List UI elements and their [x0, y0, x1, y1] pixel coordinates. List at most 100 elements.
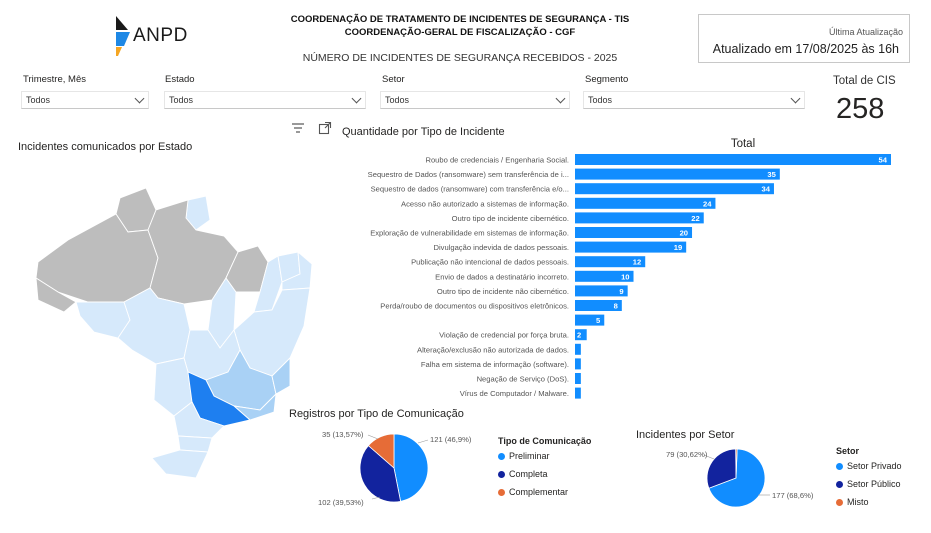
bar-category-label: Violação de credencial por força bruta.: [439, 331, 569, 340]
pie-data-label: 79 (30,62%): [666, 450, 708, 459]
bar-category-label: Sequestro de Dados (ransomware) sem tran…: [368, 170, 569, 179]
pie-setor-legend-title: Setor: [836, 446, 860, 456]
pie-slice[interactable]: [706, 448, 737, 489]
bar[interactable]: [575, 197, 716, 209]
legend-item[interactable]: Setor Público: [836, 479, 901, 489]
legend-label: Setor Privado: [847, 461, 902, 471]
bar[interactable]: [575, 285, 628, 297]
bar-category-label: Outro tipo de incidente cibernético.: [452, 214, 569, 223]
bar-data-label: 35: [767, 170, 776, 179]
bar[interactable]: [575, 270, 634, 282]
bar-data-label: 24: [703, 199, 712, 208]
pie-leader-line: [367, 434, 379, 440]
filter-dropdown-state[interactable]: Todos: [164, 91, 366, 109]
bar[interactable]: [575, 373, 581, 384]
pie-leader-line: [417, 439, 429, 444]
filter-value-period: Todos: [26, 95, 51, 105]
bar-category-label: Perda/roubo de documentos ou dispositivo…: [380, 302, 569, 311]
bar[interactable]: [575, 183, 774, 195]
state-acre[interactable]: [35, 277, 77, 313]
pie-slice[interactable]: [735, 448, 738, 479]
logo-text: ANPD: [133, 25, 188, 46]
legend-marker: [498, 470, 505, 478]
pie-slice[interactable]: [393, 433, 429, 502]
bar[interactable]: [575, 256, 646, 268]
filter-dropdown-period[interactable]: Todos: [21, 91, 149, 109]
filter-dropdown-segment[interactable]: Todos: [583, 91, 805, 109]
legend-label: Preliminar: [509, 451, 550, 461]
bar-category-label: Outro tipo de incidente não cibernético.: [437, 287, 569, 296]
header-line-1: COORDENAÇÃO DE TRATAMENTO DE INCIDENTES …: [290, 14, 630, 25]
legend-item[interactable]: Complementar: [498, 487, 568, 497]
bar-chart-title: Total: [731, 138, 755, 150]
bar[interactable]: [575, 314, 605, 326]
pie-data-label: 121 (46,9%): [430, 435, 472, 444]
pie-data-label: 177 (68,6%): [772, 491, 814, 500]
incident-type-bar-chart[interactable]: Total Roubo de credenciais / Engenharia S…: [290, 135, 910, 403]
legend-item[interactable]: Completa: [498, 469, 548, 479]
last-update-card: Última Atualização Atualizado em 17/08/2…: [698, 14, 910, 63]
filter-value-segment: Todos: [588, 95, 613, 105]
bar-category-label: Roubo de credenciais / Engenharia Social…: [425, 156, 569, 165]
map-title: Incidentes comunicados por Estado: [18, 141, 193, 153]
bar-category-label: Vírus de Computador / Malware.: [460, 389, 569, 398]
bar-category-label: Envio de dados a destinatário incorreto.: [435, 272, 569, 281]
kpi-value: 258: [836, 93, 885, 125]
filter-label-sector: Setor: [382, 74, 405, 85]
state-rio-grande-do-sul[interactable]: [151, 449, 209, 479]
bar[interactable]: [575, 212, 704, 224]
bar[interactable]: [575, 329, 587, 341]
bar[interactable]: [575, 168, 780, 180]
legend-marker: [836, 480, 843, 488]
bar[interactable]: [575, 227, 693, 238]
chevron-down-icon: [134, 93, 145, 104]
pie-setor-title: Incidentes por Setor: [636, 429, 735, 441]
bar-category-label: Alteração/exclusão não autorizada de dad…: [417, 345, 569, 354]
bar-data-label: 9: [619, 287, 623, 296]
pie-slice[interactable]: [367, 433, 395, 469]
bar-chart-section-title: Quantidade por Tipo de Incidente: [342, 126, 505, 138]
last-update-value: Atualizado em 17/08/2025 às 16h: [712, 42, 899, 56]
legend-item[interactable]: Setor Privado: [836, 461, 902, 471]
bar-category-label: Exploração de vulnerabilidade em sistema…: [370, 229, 569, 238]
anpd-logo-icon: [116, 16, 130, 56]
filter-icon[interactable]: [291, 121, 305, 135]
bar-data-label: 2: [577, 331, 581, 340]
pie-slice[interactable]: [359, 445, 402, 503]
filter-label-segment: Segmento: [585, 74, 629, 85]
anpd-logo: ANPD: [114, 16, 194, 56]
bar-category-label: Negação de Serviço (DoS).: [477, 375, 569, 384]
bar-category-label: Sequestro de dados (ransomware) com tran…: [371, 185, 569, 194]
legend-label: Complementar: [509, 487, 569, 497]
state-espirito-santo[interactable]: [271, 356, 291, 395]
focus-mode-icon[interactable]: [318, 121, 332, 135]
bar[interactable]: [575, 343, 581, 355]
filter-label-state: Estado: [165, 74, 195, 85]
legend-item[interactable]: Preliminar: [498, 451, 550, 461]
bar-data-label: 19: [674, 243, 682, 252]
brazil-states-map[interactable]: [28, 180, 318, 480]
bar[interactable]: [575, 358, 581, 370]
state-santa-catarina[interactable]: [177, 435, 213, 453]
legend-label: Setor Público: [847, 479, 901, 489]
filter-label-period: Trimestre, Mês: [23, 74, 86, 85]
bar-data-label: 5: [596, 316, 601, 325]
bar[interactable]: [575, 300, 622, 311]
sector-pie-chart[interactable]: 177 (68,6%) 79 (30,62%): [630, 447, 830, 527]
kpi-label: Total de CIS: [833, 75, 896, 87]
bar[interactable]: [575, 154, 891, 165]
bar-data-label: 12: [633, 258, 641, 267]
communication-type-pie-chart[interactable]: 121 (46,9%) 102 (39,53%) 35 (13,57%): [290, 425, 500, 525]
filter-dropdown-sector[interactable]: Todos: [380, 91, 570, 109]
bar-category-label: Acesso não autorizado a sistemas de info…: [401, 199, 569, 208]
bar-data-label: 22: [691, 214, 699, 223]
bar-category-label: Divulgação indevida de dados pessoais.: [433, 243, 569, 252]
pie-data-label: 102 (39,53%): [318, 498, 364, 507]
pie-data-label: 35 (13,57%): [322, 430, 364, 439]
bar[interactable]: [575, 241, 687, 253]
legend-marker: [836, 498, 843, 506]
bar-data-label: 54: [879, 156, 888, 165]
pie-leader-line: [703, 454, 715, 460]
bar[interactable]: [575, 387, 581, 399]
legend-item[interactable]: Misto: [836, 497, 869, 507]
